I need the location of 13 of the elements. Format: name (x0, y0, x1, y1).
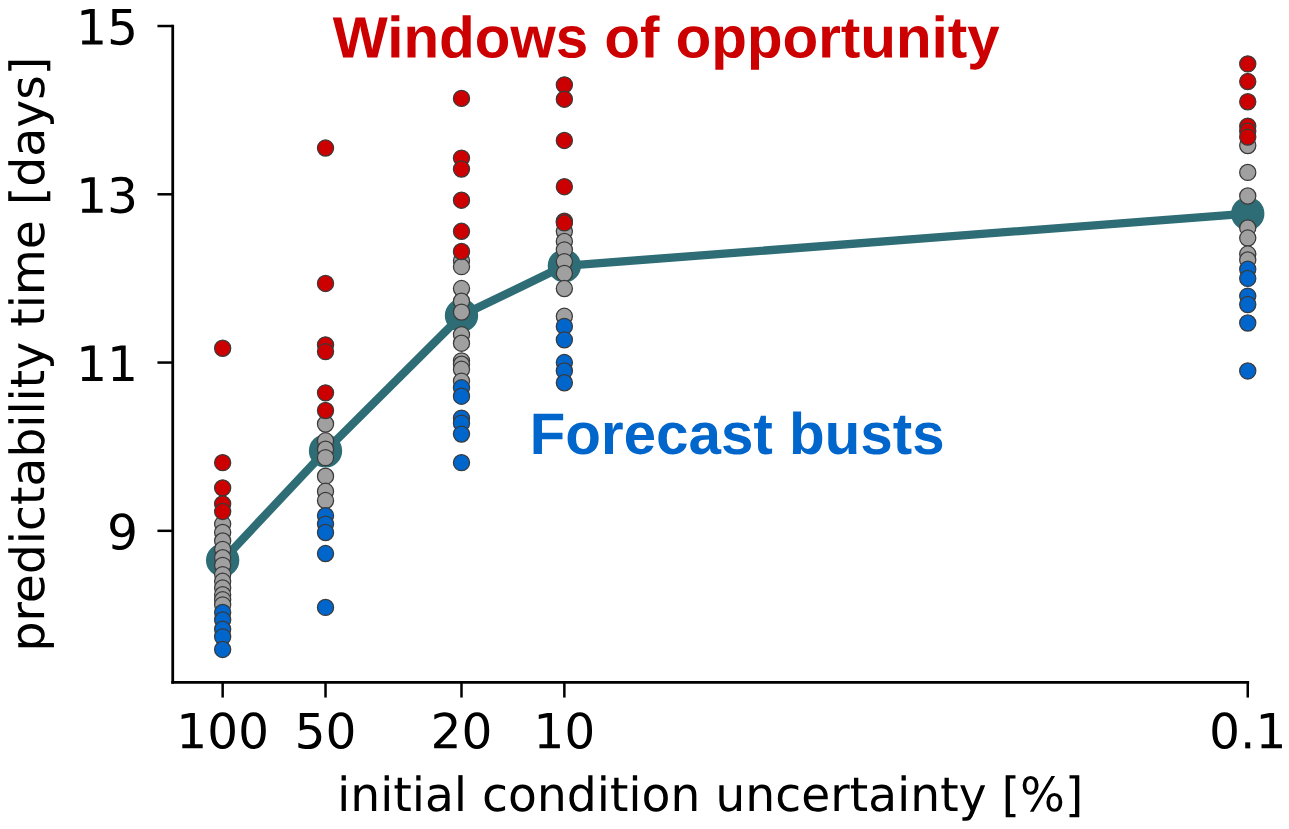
y-tick-label: 9 (110, 513, 135, 550)
y-tick-label: 15 (81, 9, 134, 46)
series-label: Forecast busts (533, 411, 943, 455)
x-axis-title: initial condition uncertainty [%] (341, 775, 1080, 821)
x-tick-label: 50 (298, 712, 354, 750)
y-tick-label: 13 (81, 176, 135, 214)
y-axis-title: predictability time [days] (8, 60, 54, 648)
x-tick-label: 100 (181, 712, 266, 750)
series-label: Windows of opportunity (332, 15, 1000, 70)
x-tick-label: 0.1 (1212, 712, 1282, 750)
y-tick-label: 11 (81, 345, 134, 382)
x-tick-label: 20 (434, 712, 490, 750)
x-tick-label: 10 (538, 712, 593, 750)
